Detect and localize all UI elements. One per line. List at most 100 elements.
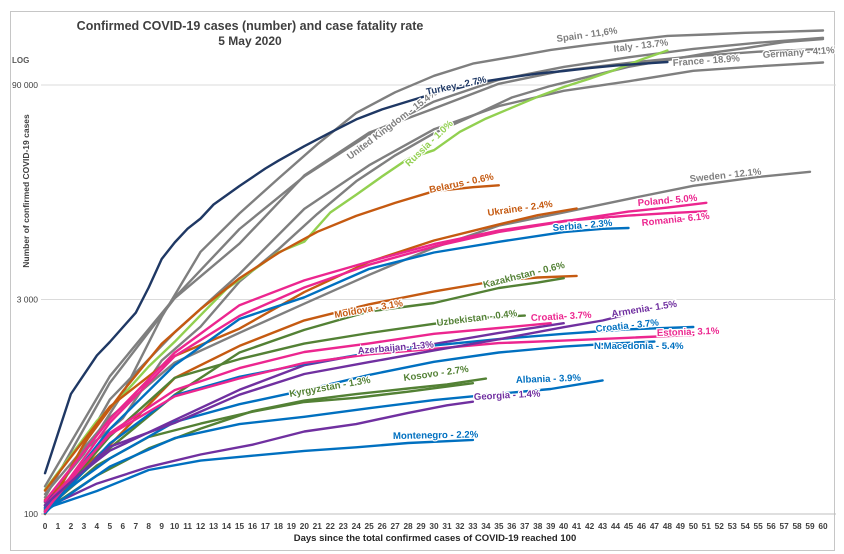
title-block: Confirmed COVID-19 cases (number) and ca… bbox=[30, 18, 470, 49]
y-axis-scale-label: LOG bbox=[12, 56, 30, 65]
x-tick-51: 51 bbox=[702, 521, 712, 531]
x-tick-25: 25 bbox=[365, 521, 375, 531]
series-line-italy bbox=[43, 36, 825, 488]
x-tick-0: 0 bbox=[43, 521, 48, 531]
series-line-n-macedonia bbox=[43, 340, 656, 507]
series-label-croatia-pink: Croatia- 3.7% bbox=[531, 310, 593, 324]
x-tick-52: 52 bbox=[715, 521, 725, 531]
series-line-armenia bbox=[43, 309, 643, 507]
series-label-n-macedonia: N.Macedonia - 5.4% bbox=[594, 341, 684, 352]
x-tick-6: 6 bbox=[120, 521, 125, 531]
x-tick-5: 5 bbox=[108, 521, 113, 531]
y-tick-90000: 90 000 bbox=[12, 80, 38, 90]
series-label-albania: Albania - 3.9% bbox=[516, 373, 582, 386]
series-line-belarus bbox=[43, 184, 500, 516]
x-tick-31: 31 bbox=[442, 521, 452, 531]
series-line-uzbekistan bbox=[43, 314, 526, 513]
series-line-spain bbox=[43, 29, 825, 504]
x-tick-35: 35 bbox=[494, 521, 504, 531]
series-label-germany: Germany - 4.1% bbox=[762, 45, 835, 61]
x-tick-1: 1 bbox=[56, 521, 61, 531]
series-line-serbia bbox=[43, 226, 630, 514]
series-line-kazakhstan bbox=[43, 277, 565, 509]
chart-title: Confirmed COVID-19 cases (number) and ca… bbox=[76, 19, 424, 33]
x-tick-47: 47 bbox=[650, 521, 660, 531]
series-line-poland bbox=[43, 201, 708, 514]
x-tick-39: 39 bbox=[546, 521, 556, 531]
x-tick-36: 36 bbox=[507, 521, 517, 531]
x-tick-54: 54 bbox=[741, 521, 751, 531]
x-tick-30: 30 bbox=[429, 521, 439, 531]
x-tick-53: 53 bbox=[728, 521, 738, 531]
x-tick-9: 9 bbox=[159, 521, 164, 531]
series-label-uzbekistan: Uzbekistan - 0.4% bbox=[436, 308, 518, 329]
x-axis-title: Days since the total confirmed cases of … bbox=[293, 533, 577, 544]
x-tick-23: 23 bbox=[339, 521, 349, 531]
x-tick-8: 8 bbox=[146, 521, 151, 531]
x-tick-49: 49 bbox=[676, 521, 686, 531]
x-tick-58: 58 bbox=[792, 521, 802, 531]
x-tick-50: 50 bbox=[689, 521, 699, 531]
series-line-georgia bbox=[43, 400, 475, 510]
x-tick-15: 15 bbox=[235, 521, 245, 531]
x-tick-3: 3 bbox=[82, 521, 87, 531]
y-tick-3000: 3 000 bbox=[17, 294, 39, 304]
series-label-montenegro: Montenegro - 2.2% bbox=[393, 430, 479, 442]
series-label-belarus: Belarus - 0.6% bbox=[428, 171, 495, 195]
x-tick-46: 46 bbox=[637, 521, 647, 531]
x-tick-19: 19 bbox=[287, 521, 297, 531]
series-line-croatia-pink bbox=[43, 322, 552, 513]
series-label-moldova: Moldova - 3.1% bbox=[334, 298, 405, 321]
x-tick-22: 22 bbox=[326, 521, 336, 531]
x-tick-20: 20 bbox=[300, 521, 310, 531]
series-line-turkey bbox=[43, 60, 669, 475]
x-tick-16: 16 bbox=[248, 521, 258, 531]
x-tick-38: 38 bbox=[533, 521, 543, 531]
x-tick-41: 41 bbox=[572, 521, 582, 531]
series-label-armenia: Armenia- 1.5% bbox=[611, 299, 678, 320]
x-tick-44: 44 bbox=[611, 521, 621, 531]
x-tick-24: 24 bbox=[352, 521, 362, 531]
x-tick-37: 37 bbox=[520, 521, 530, 531]
x-tick-11: 11 bbox=[183, 521, 192, 531]
x-tick-10: 10 bbox=[170, 521, 180, 531]
x-tick-56: 56 bbox=[767, 521, 777, 531]
x-tick-43: 43 bbox=[598, 521, 608, 531]
x-tick-59: 59 bbox=[805, 521, 815, 531]
x-tick-57: 57 bbox=[779, 521, 789, 531]
x-tick-60: 60 bbox=[818, 521, 828, 531]
series-label-georgia: Georgia - 1.4% bbox=[474, 388, 542, 402]
series-line-albania bbox=[43, 379, 604, 513]
x-tick-2: 2 bbox=[69, 521, 74, 531]
x-tick-48: 48 bbox=[663, 521, 673, 531]
x-tick-33: 33 bbox=[468, 521, 478, 531]
chart-border bbox=[10, 11, 835, 551]
x-tick-42: 42 bbox=[585, 521, 595, 531]
series-label-azerbaijan: Azerbaijan- 1.3% bbox=[357, 339, 434, 357]
series-label-france: France - 18.9% bbox=[672, 53, 740, 69]
series-label-kazakhstan: Kazakhstan - 0.6% bbox=[482, 260, 566, 291]
x-tick-26: 26 bbox=[378, 521, 388, 531]
x-tick-12: 12 bbox=[196, 521, 206, 531]
x-tick-40: 40 bbox=[559, 521, 569, 531]
x-tick-17: 17 bbox=[261, 521, 271, 531]
x-tick-7: 7 bbox=[133, 521, 138, 531]
x-tick-21: 21 bbox=[313, 521, 323, 531]
x-tick-4: 4 bbox=[95, 521, 100, 531]
series-line-ukraine bbox=[43, 207, 578, 492]
series-line-russia bbox=[43, 49, 669, 491]
x-tick-13: 13 bbox=[209, 521, 219, 531]
x-tick-45: 45 bbox=[624, 521, 634, 531]
series-line-romania bbox=[43, 210, 708, 503]
x-tick-27: 27 bbox=[390, 521, 400, 531]
x-tick-18: 18 bbox=[274, 521, 284, 531]
series-line-france bbox=[43, 61, 825, 516]
x-tick-34: 34 bbox=[481, 521, 491, 531]
x-tick-14: 14 bbox=[222, 521, 232, 531]
series-line-estonia bbox=[43, 333, 695, 507]
y-tick-100: 100 bbox=[24, 509, 38, 519]
chart-subtitle: 5 May 2020 bbox=[218, 34, 282, 48]
series-label-estonia: Estonia- 3.1% bbox=[657, 326, 720, 339]
